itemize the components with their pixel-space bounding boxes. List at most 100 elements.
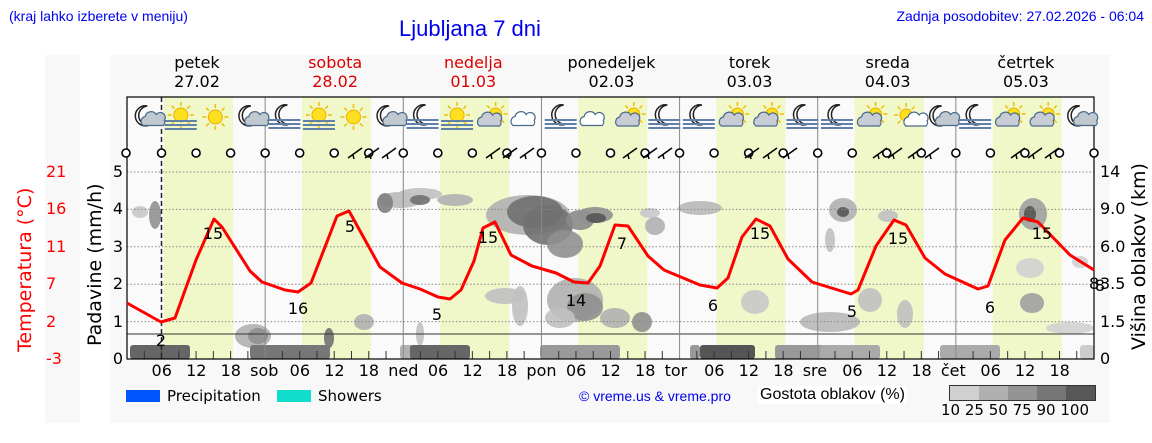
wind-calm-marker — [674, 148, 685, 158]
temp-annotation: 7 — [617, 234, 627, 253]
wind-barb — [1027, 147, 1043, 159]
temp-annotation: 16 — [288, 299, 308, 318]
location-hint-link[interactable]: (kraj lahko izberete v meniju) — [9, 8, 188, 24]
cloud-density-blob — [149, 201, 161, 229]
cloud-density-blob — [1016, 258, 1044, 278]
wind-barb — [907, 147, 923, 159]
wind-barb — [1010, 147, 1026, 159]
moon-fog-icon — [820, 104, 853, 129]
moon-fog-icon — [682, 104, 715, 129]
wind-barb — [485, 147, 501, 159]
precip-tick: 3 — [112, 236, 123, 256]
cloud-density-blob — [1046, 322, 1094, 334]
sun-cloud-icon — [753, 102, 784, 127]
day-date: 28.02 — [312, 72, 359, 91]
cloud-density-blob — [678, 201, 722, 215]
wind-calm-marker — [571, 148, 581, 158]
day-name: torek — [728, 53, 771, 72]
density-label: 50 — [988, 401, 1008, 419]
showers-swatch — [277, 390, 311, 402]
wind-calm-marker — [1054, 148, 1065, 158]
day-date: 27.02 — [174, 72, 220, 91]
precip-tick: 5 — [112, 162, 123, 181]
moon-fog-icon — [648, 104, 681, 129]
moon-cloud-icon — [238, 105, 270, 127]
wind-barb — [502, 147, 518, 159]
low-cloud-band — [690, 345, 700, 359]
cloud-density-blob — [858, 288, 882, 312]
sun-cloud-icon — [476, 102, 508, 127]
hour-tick: 18 — [773, 361, 794, 380]
wind-calm-marker — [467, 148, 478, 158]
cloud-height-tick: 14 — [1100, 162, 1121, 181]
sun-fog-icon — [441, 102, 474, 130]
day-header-4: torek 03.03 — [681, 53, 819, 91]
temperature-axis-panel — [45, 55, 80, 423]
sun-cloud-icon — [718, 102, 750, 127]
low-cloud-band — [250, 345, 330, 359]
hour-tick: 12 — [738, 361, 759, 380]
density-swatch-75 — [1037, 386, 1066, 400]
cloud-density-labels: 10 25 50 75 90 100 — [941, 401, 1089, 419]
moon-fog-icon — [959, 104, 992, 129]
density-label: 75 — [1012, 401, 1032, 419]
day-short-tick: pon — [526, 361, 557, 380]
day-header-3: ponedeljek 02.03 — [542, 53, 680, 91]
hour-tick: 06 — [427, 361, 449, 380]
wind-calm-marker — [329, 148, 340, 158]
cloud-density-blob — [825, 228, 835, 252]
day-short-tick: čet — [940, 361, 966, 380]
wind-calm-marker — [121, 148, 131, 158]
density-label: 90 — [1036, 401, 1056, 419]
low-cloud-band — [410, 345, 470, 359]
cloud-height-axis-title: Višina oblakov (km) — [1128, 163, 1150, 350]
cloud-density-blob — [600, 308, 630, 328]
cloud-density-blob — [547, 230, 583, 258]
density-label: 25 — [964, 401, 984, 419]
cloud-density-blob — [132, 206, 148, 218]
temp-tick: 21 — [46, 162, 67, 181]
credit-link[interactable]: © vreme.us & vreme.pro — [579, 388, 731, 404]
day-header-1: sobota 28.02 — [266, 53, 404, 91]
cloud-density-blob — [1020, 293, 1044, 313]
wind-calm-marker — [951, 148, 961, 158]
wind-calm-marker — [260, 148, 270, 158]
hour-tick: 18 — [220, 361, 241, 380]
hour-tick: 18 — [1049, 361, 1070, 380]
temp-annotation: 8 — [1095, 276, 1105, 295]
temp-annotation: 5 — [847, 302, 857, 321]
page-title: Ljubljana 7 dni — [399, 16, 541, 41]
day-short-tick: sre — [802, 361, 828, 380]
day-name: nedelja — [443, 53, 503, 72]
wind-calm-marker — [294, 148, 305, 158]
wind-calm-marker — [433, 148, 443, 158]
temp-tick: 11 — [46, 236, 67, 256]
cloud-density-blob — [398, 188, 442, 200]
hour-tick: 12 — [324, 361, 345, 380]
hour-tick: 12 — [1014, 361, 1036, 380]
wind-calm-marker — [536, 148, 547, 158]
cloud-height-tick: 3.5 — [1100, 274, 1126, 294]
wind-barb — [762, 147, 778, 159]
moon-cloud-icon — [1067, 105, 1099, 127]
precip-tick: 2 — [112, 274, 123, 294]
daylight-band — [716, 97, 786, 359]
wind-barb — [782, 147, 798, 159]
hour-tick: 06 — [980, 361, 1001, 380]
cloud-density-blob — [248, 328, 268, 344]
wind-calm-marker — [398, 148, 409, 158]
temp-tick: 2 — [46, 311, 57, 331]
wind-calm-marker — [225, 148, 236, 158]
temperature-line — [126, 209, 1095, 324]
cloud-density-blob — [410, 195, 430, 205]
cloud-density-blob — [586, 213, 606, 223]
day-header-2: nedelja 01.03 — [404, 53, 542, 91]
wind-calm-marker — [1020, 148, 1030, 158]
temp-annotation: 14 — [566, 291, 586, 310]
day-short-tick: sob — [250, 361, 279, 380]
hour-tick: 18 — [635, 361, 656, 380]
day-date: 02.03 — [588, 72, 635, 91]
day-header-6: četrtek 05.03 — [957, 53, 1095, 91]
hour-tick: 12 — [462, 361, 483, 380]
wind-calm-marker — [191, 148, 201, 158]
